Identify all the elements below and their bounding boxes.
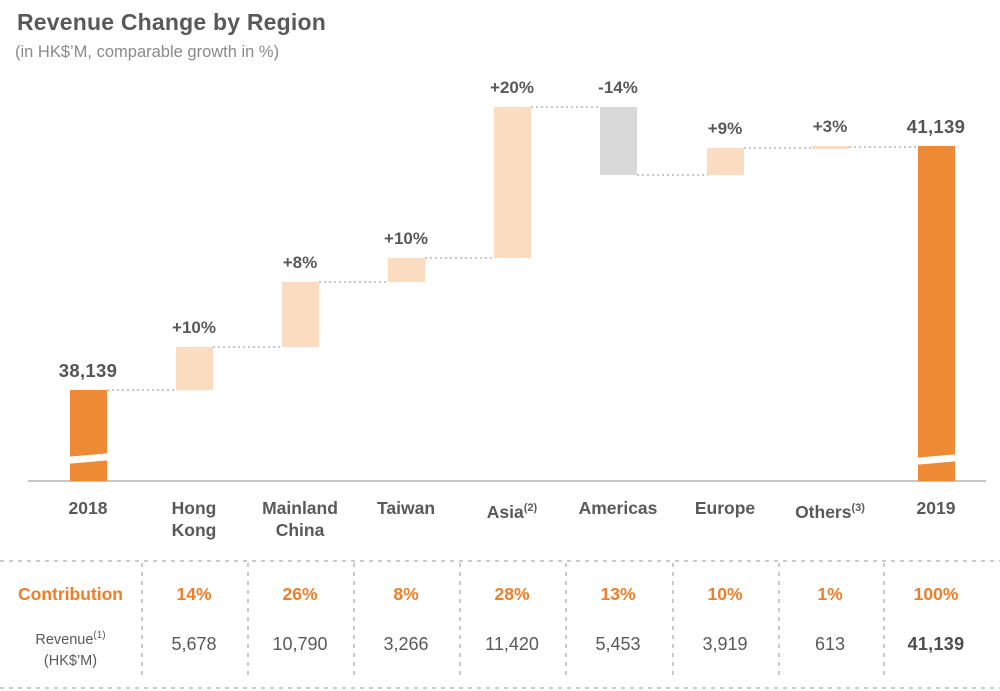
- axis-label-text: Asia: [486, 501, 524, 522]
- axis-label-2018: 2018: [28, 497, 148, 519]
- table-column-separator: [565, 563, 567, 680]
- table-top-divider: [0, 560, 1000, 562]
- x-axis-line: [28, 480, 986, 482]
- chart-subtitle: (in HK$’M, comparable growth in %): [15, 43, 280, 61]
- revenue-cell-others: 613: [814, 634, 846, 654]
- table-bottom-divider: [0, 687, 1000, 689]
- axis-label-footnote: (3): [851, 502, 865, 514]
- axis-label-text: Europe: [694, 498, 756, 518]
- revenue-cell-taiwan: 3,266: [383, 634, 429, 654]
- table-column-separator: [247, 563, 249, 680]
- axis-label-europe: Europe: [665, 497, 785, 519]
- bar-value-taiwan: +10%: [384, 229, 428, 248]
- bar-value-2019: 41,139: [906, 116, 966, 137]
- axis-label-text: Americas: [578, 498, 658, 518]
- revenue-cell-2019: 41,139: [907, 634, 965, 654]
- connector-asia-to-americas: [530, 106, 601, 108]
- bar-2018: [69, 390, 107, 481]
- bar-value-hong-kong: +10%: [172, 318, 216, 337]
- contribution-cell-hong-kong: 14%: [176, 584, 212, 604]
- revenue-label-text: Revenue: [35, 631, 94, 648]
- table-column-separator: [777, 563, 780, 680]
- bar-value-asia: +20%: [490, 78, 534, 97]
- axis-label-text: Hong Kong: [171, 498, 217, 540]
- connector-2018-to-hong-kong: [106, 389, 177, 391]
- axis-label-text: 2019: [916, 498, 956, 518]
- revenue-row-label-unit: (HK$’M): [43, 652, 98, 669]
- table-column-separator: [671, 563, 674, 680]
- revenue-cell-hong-kong: 5,678: [171, 634, 217, 654]
- revenue-cell-asia: 11,420: [485, 634, 539, 654]
- contribution-cell-2019: 100%: [913, 584, 959, 604]
- bar-americas: [599, 107, 637, 175]
- revenue-cell-europe: 3,919: [702, 634, 748, 654]
- bar-asia: [493, 107, 531, 258]
- revenue-cell-mainland-china: 10,790: [272, 634, 328, 654]
- summary-table: Contribution Revenue(1) (HK$’M) 14% 5,678…: [0, 555, 1000, 691]
- bar-value-europe: +9%: [707, 119, 743, 138]
- chart-title: Revenue Change by Region: [17, 9, 326, 35]
- connector-others-to-2019: [848, 146, 919, 148]
- contribution-cell-others: 1%: [817, 584, 843, 604]
- axis-label-text: Taiwan: [376, 498, 436, 518]
- axis-label-americas: Americas: [558, 497, 678, 519]
- bar-value-mainland-china: +8%: [282, 253, 318, 272]
- bar-hong-kong: [175, 347, 213, 390]
- revenue-row-label: Revenue(1) (HK$’M): [0, 625, 141, 672]
- connector-hong-kong-to-mainland-china: [212, 346, 283, 348]
- connector-mainland-china-to-taiwan: [318, 281, 389, 283]
- table-column-separator: [883, 563, 885, 680]
- contribution-cell-europe: 10%: [707, 584, 743, 604]
- table-column-separator: [459, 563, 461, 680]
- bar-mainland-china: [281, 282, 319, 347]
- table-column-separator: [141, 563, 143, 680]
- axis-label-taiwan: Taiwan: [346, 497, 466, 519]
- waterfall-chart: 38,139 2018 +10% Hong Kong +8% Mainland China…: [28, 78, 996, 541]
- connector-europe-to-others: [743, 147, 813, 149]
- table-column-separator: [353, 563, 355, 680]
- connector-taiwan-to-asia: [424, 257, 495, 259]
- bar-value-others: +3%: [812, 117, 848, 136]
- axis-label-text: 2018: [68, 498, 108, 518]
- bar-value-2018: 38,139: [58, 360, 118, 381]
- axis-label-others: Others(3): [770, 497, 890, 523]
- bar-value-americas: -14%: [598, 78, 638, 97]
- revenue-cell-americas: 5,453: [595, 634, 641, 654]
- axis-label-hong-kong: Hong Kong: [134, 497, 254, 541]
- axis-label-text: Mainland China: [262, 498, 338, 540]
- contribution-cell-mainland-china: 26%: [282, 584, 318, 604]
- bar-europe: [706, 148, 744, 175]
- contribution-cell-taiwan: 8%: [393, 584, 419, 604]
- axis-label-mainland-china: Mainland China: [240, 497, 360, 541]
- bar-others: [811, 146, 849, 149]
- axis-label-2019: 2019: [876, 497, 996, 519]
- contribution-cell-americas: 13%: [600, 584, 636, 604]
- bar-2019: [917, 146, 955, 481]
- axis-label-asia: Asia(2): [452, 497, 572, 523]
- contribution-cell-asia: 28%: [494, 584, 530, 604]
- bar-taiwan: [387, 258, 425, 282]
- axis-label-text: Others: [795, 501, 852, 522]
- axis-label-footnote: (2): [523, 502, 538, 514]
- revenue-row-label-line1: Revenue(1): [0, 625, 141, 651]
- revenue-label-footnote: (1): [93, 630, 106, 641]
- connector-americas-to-europe: [636, 174, 708, 176]
- contribution-row-label: Contribution: [18, 584, 123, 604]
